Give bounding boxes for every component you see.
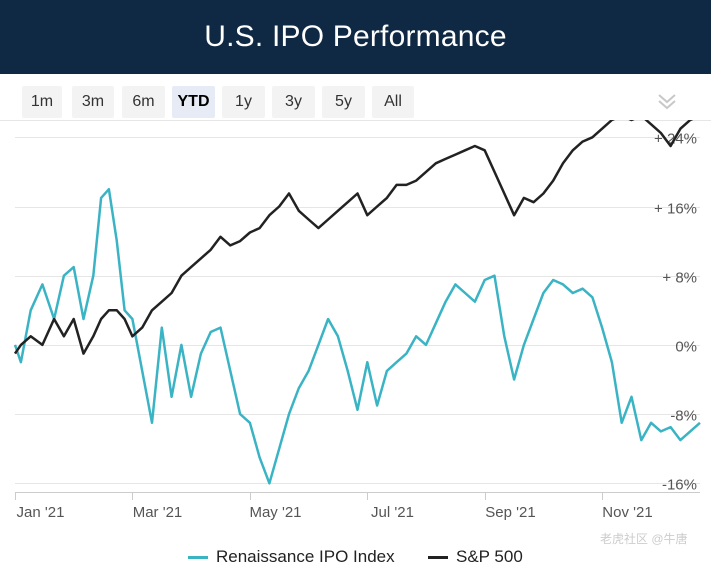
y-tick-label: + 16% (654, 201, 697, 218)
range-button-1y[interactable]: 1y (222, 86, 265, 118)
x-tick-label: Sep '21 (485, 504, 535, 521)
chart-title: U.S. IPO Performance (204, 20, 507, 53)
x-tick-label: Mar '21 (133, 504, 183, 521)
series-line-sp500 (13, 120, 694, 355)
range-button-ytd[interactable]: YTD (172, 86, 215, 118)
y-tick-label: 0% (675, 339, 697, 356)
legend-label-ipo: Renaissance IPO Index (216, 547, 395, 566)
range-button-6m[interactable]: 6m (122, 86, 165, 118)
line-chart: + 24%+ 16%+ 8%0%-8%-16%Jan '21 Mar '21 May… (0, 120, 711, 521)
x-tick-label: Nov '21 (602, 504, 652, 521)
legend: Renaissance IPO Index S&P 500 (0, 543, 711, 571)
x-tick-label: Jan '21 (17, 504, 65, 521)
range-button-all[interactable]: All (372, 86, 414, 118)
range-button-3m[interactable]: 3m (72, 86, 114, 118)
watermark: 老虎社区 @牛唐 (600, 532, 688, 546)
range-button-5y[interactable]: 5y (322, 86, 365, 118)
legend-item-sp500[interactable]: S&P 500 (428, 543, 523, 571)
y-tick-label: -8% (670, 408, 697, 425)
x-tick-label: May '21 (249, 504, 301, 521)
range-button-3y[interactable]: 3y (272, 86, 315, 118)
chevron-double-down-icon[interactable] (655, 92, 679, 112)
legend-swatch-ipo (188, 555, 208, 559)
y-tick-label: + 8% (662, 270, 697, 287)
chart-area: + 24% + 16% + 8% 0% -8% -16% Jan '21 Mar '21 May… (0, 120, 711, 530)
legend-swatch-sp500 (428, 555, 448, 559)
legend-item-ipo[interactable]: Renaissance IPO Index (188, 543, 395, 571)
x-tick-label: Jul '21 (371, 504, 414, 521)
y-tick-label: -16% (662, 477, 697, 494)
chart-header: U.S. IPO Performance (0, 0, 711, 74)
legend-label-sp500: S&P 500 (456, 547, 523, 566)
series-line-ipo (13, 187, 701, 485)
range-button-1m[interactable]: 1m (22, 86, 62, 118)
